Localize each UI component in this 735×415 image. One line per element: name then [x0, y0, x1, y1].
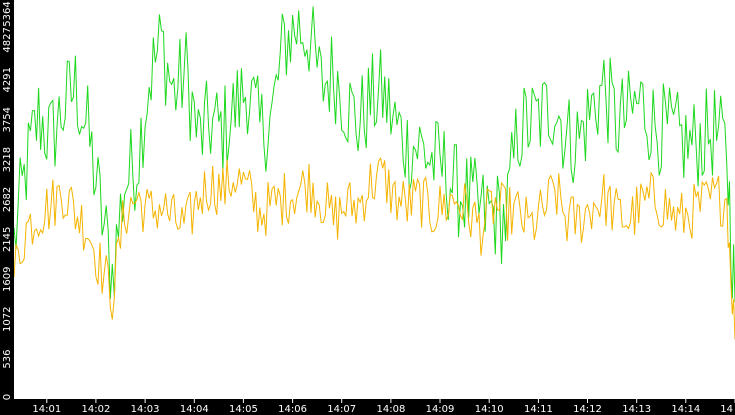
y-tick-label: 536 — [2, 350, 13, 369]
y-tick-label: 3218 — [2, 147, 13, 172]
series-1-line — [13, 6, 735, 303]
x-tick-label: 14 — [720, 404, 733, 415]
x-tick-label: 14:10 — [475, 404, 504, 415]
y-axis-strip — [0, 0, 14, 415]
series-2-line — [13, 156, 735, 340]
x-tick-label: 14:05 — [229, 404, 258, 415]
y-tick: 0 — [2, 394, 13, 400]
y-tick-label: 4827 — [2, 27, 13, 52]
y-tick: 1072 — [2, 307, 13, 332]
y-tick: 3218 — [2, 147, 13, 172]
x-axis-strip — [0, 399, 735, 415]
y-tick-label: 0 — [2, 394, 13, 400]
y-tick: 2145 — [2, 227, 13, 252]
x-tick-label: 14:04 — [180, 404, 209, 415]
y-tick-label: 5364 — [2, 1, 13, 26]
y-tick-label: 1072 — [2, 307, 13, 332]
y-tick-label: 2145 — [2, 227, 13, 252]
x-tick-label: 14:07 — [327, 404, 356, 415]
y-tick: 5364 — [2, 1, 13, 26]
x-tick-label: 14:08 — [376, 404, 405, 415]
x-tick-label: 14:01 — [32, 404, 61, 415]
y-tick: 2682 — [2, 187, 13, 212]
x-tick-label: 14:02 — [81, 404, 110, 415]
y-tick-label: 4291 — [2, 67, 13, 92]
y-tick-label: 1609 — [2, 267, 13, 292]
y-tick: 3754 — [2, 107, 13, 132]
x-tick-label: 14:03 — [131, 404, 160, 415]
x-tick-label: 14:12 — [573, 404, 602, 415]
y-tick: 4827 — [2, 27, 13, 52]
y-tick-label: 3754 — [2, 107, 13, 132]
y-tick-label: 2682 — [2, 187, 13, 212]
x-tick-label: 14:14 — [671, 404, 700, 415]
y-tick: 4291 — [2, 67, 13, 92]
y-tick: 536 — [2, 350, 13, 369]
y-tick: 1609 — [2, 267, 13, 292]
series-layer — [13, 6, 735, 340]
x-tick-label: 14:09 — [426, 404, 455, 415]
x-tick-label: 14:11 — [524, 404, 553, 415]
x-tick-label: 14:06 — [278, 404, 307, 415]
x-tick-label: 14:13 — [622, 404, 651, 415]
